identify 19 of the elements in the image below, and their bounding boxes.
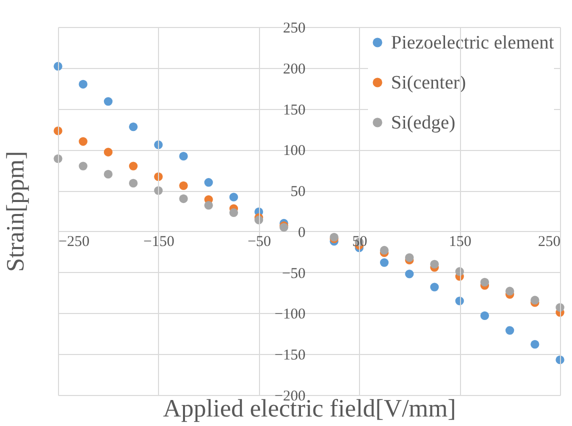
y-tick-label: 100 [283, 143, 306, 160]
y-tick-label: −150 [274, 348, 306, 364]
legend-label: Si(center) [391, 72, 466, 94]
y-axis-title: Strain[ppm] [2, 151, 30, 272]
x-tick-label: −150 [143, 234, 174, 250]
legend-label: Piezoelectric element [391, 32, 555, 54]
y-tick-label: −50 [282, 266, 306, 282]
x-tick-label: 250 [538, 234, 560, 250]
y-tick-label: 0 [298, 224, 306, 241]
x-tick-label: 150 [448, 234, 472, 250]
y-tick-label: 150 [283, 102, 306, 118]
x-tick-label: 50 [352, 234, 368, 250]
x-tick-label: −250 [58, 234, 90, 250]
y-tick-label: 250 [283, 20, 306, 36]
y-tick-label: −100 [274, 306, 306, 323]
y-tick-label: 50 [290, 184, 306, 200]
legend-label: Si(edge) [391, 112, 456, 134]
y-tick-label: 200 [283, 61, 306, 78]
x-tick-label: −50 [248, 234, 272, 250]
